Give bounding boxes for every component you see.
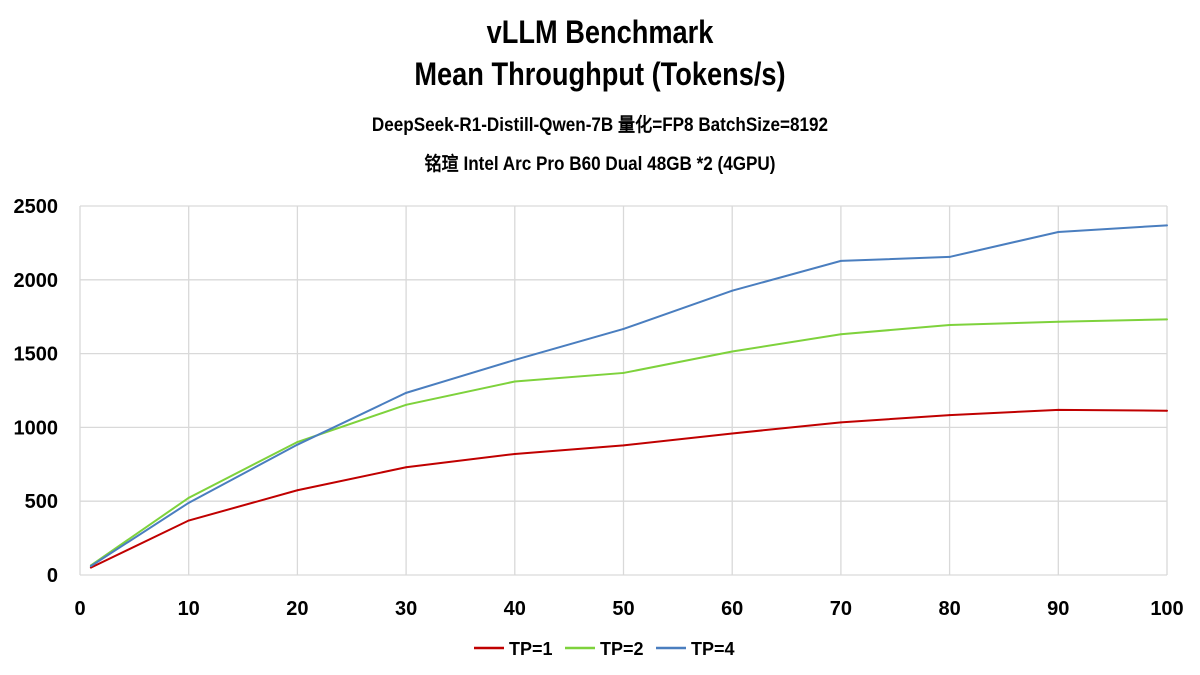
series-line-tp2 — [90, 318, 1168, 567]
chart-subtitle: DeepSeek-R1-Distill-Qwen-7B 量化=FP8 Batch… — [371, 115, 829, 136]
data-point — [948, 414, 951, 417]
data-point — [405, 403, 408, 406]
series-line-tp1 — [90, 408, 1168, 569]
data-point — [731, 289, 734, 292]
data-point — [513, 380, 516, 383]
legend-label: TP=1 — [509, 639, 553, 659]
y-tick-label: 2500 — [14, 196, 59, 218]
x-tick-label: 30 — [395, 598, 417, 620]
x-tick-label: 70 — [830, 598, 852, 620]
data-point — [187, 496, 190, 499]
y-tick-label: 1500 — [14, 344, 59, 366]
data-point — [839, 421, 842, 424]
y-tick-label: 2000 — [14, 270, 59, 292]
x-tick-label: 90 — [1047, 598, 1069, 620]
data-point — [296, 441, 299, 444]
data-point — [513, 452, 516, 455]
data-point — [731, 432, 734, 435]
x-tick-label: 10 — [178, 598, 200, 620]
data-point — [622, 371, 625, 374]
data-point — [839, 259, 842, 262]
data-point — [1166, 409, 1168, 412]
data-point — [187, 501, 190, 504]
x-tick-label: 50 — [612, 598, 634, 620]
data-point — [296, 489, 299, 492]
data-point — [296, 443, 299, 446]
legend-label: TP=4 — [691, 639, 735, 659]
data-point — [948, 255, 951, 258]
data-point — [1057, 230, 1060, 233]
x-tick-label: 0 — [74, 598, 85, 620]
chart-title: vLLM Benchmark — [486, 14, 714, 50]
data-point — [731, 350, 734, 353]
data-point — [405, 391, 408, 394]
data-point — [187, 519, 190, 522]
x-tick-label: 100 — [1150, 598, 1183, 620]
data-point — [89, 566, 92, 569]
x-tick-label: 80 — [938, 598, 960, 620]
data-point — [1057, 320, 1060, 323]
data-point — [948, 323, 951, 326]
y-tick-label: 500 — [25, 491, 58, 513]
data-point — [622, 327, 625, 330]
data-point — [622, 444, 625, 447]
data-point — [839, 333, 842, 336]
x-tick-label: 40 — [504, 598, 526, 620]
data-point — [513, 358, 516, 361]
data-point — [405, 466, 408, 469]
chart-title-line2: Mean Throughput (Tokens/s) — [414, 56, 786, 92]
data-point — [1166, 318, 1168, 321]
data-point — [1166, 224, 1168, 227]
y-tick-label: 1000 — [14, 417, 59, 439]
x-tick-label: 60 — [721, 598, 743, 620]
x-tick-label: 20 — [286, 598, 308, 620]
series-line-tp4 — [90, 224, 1168, 567]
data-point — [1057, 408, 1060, 411]
legend-label: TP=2 — [600, 639, 644, 659]
data-point — [89, 565, 92, 568]
chart-subtitle-2: 铭瑄 Intel Arc Pro B60 Dual 48GB *2 (4GPU) — [424, 154, 776, 175]
y-tick-label: 0 — [47, 565, 58, 587]
